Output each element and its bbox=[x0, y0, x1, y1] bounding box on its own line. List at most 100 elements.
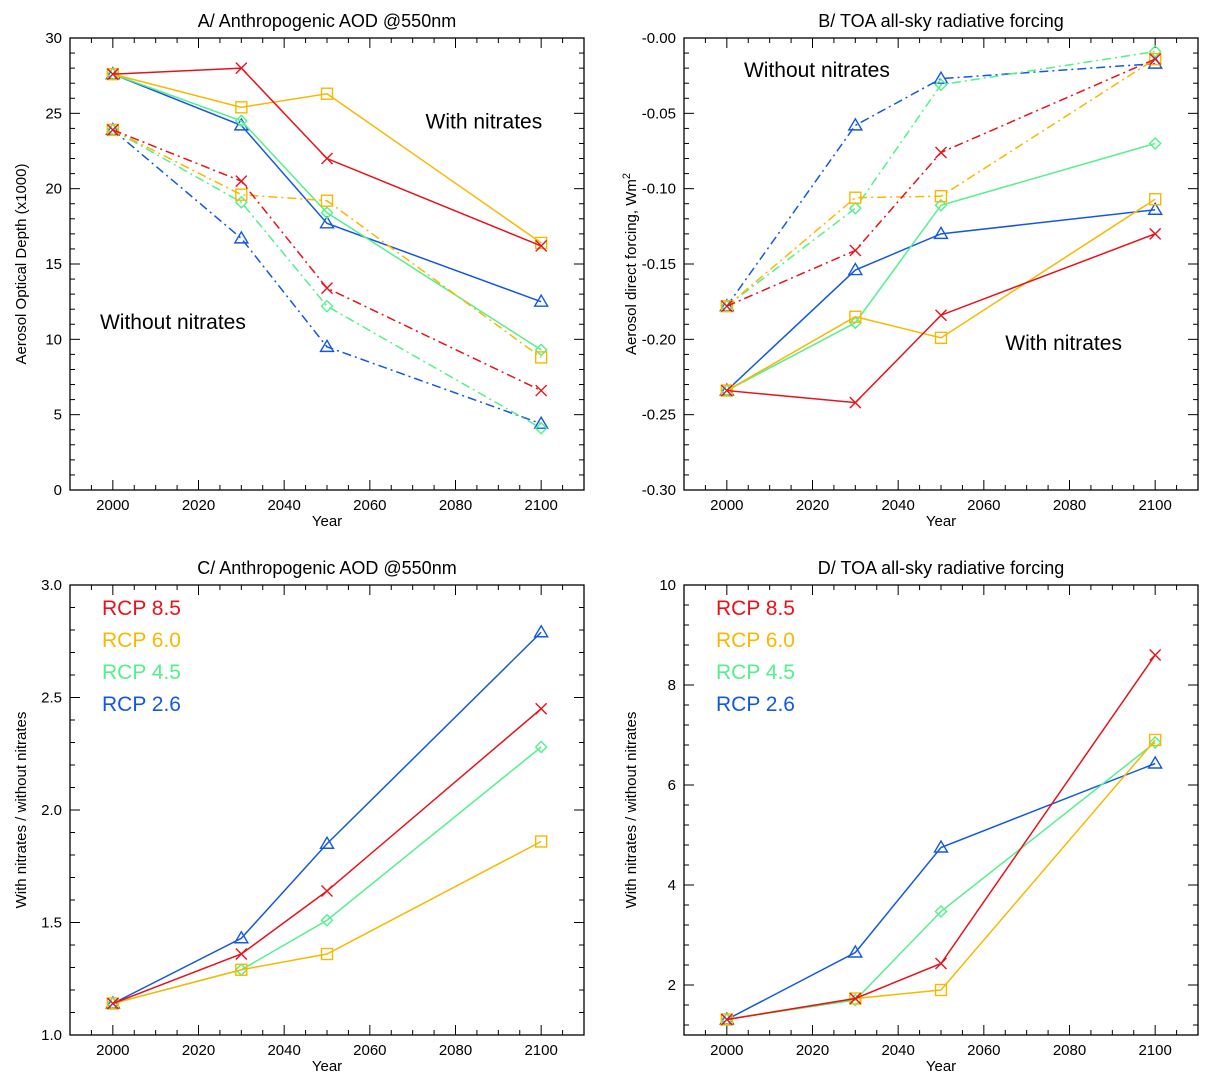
data-point-diamond-marker bbox=[1148, 136, 1162, 150]
series-rcp-8-5-with-nitrates bbox=[720, 227, 1162, 409]
y-axis-label: Aerosol direct forcing, Wm2 bbox=[621, 173, 640, 355]
data-point-triangle-marker bbox=[105, 66, 121, 80]
data-point-x-marker bbox=[720, 300, 733, 313]
data-point-x-marker bbox=[849, 396, 862, 409]
y-tick-label: 20 bbox=[45, 181, 62, 198]
y-tick-label: -0.00 bbox=[642, 30, 676, 47]
data-point-triangle-marker bbox=[847, 117, 864, 131]
x-tick-label: 2100 bbox=[1138, 1042, 1171, 1059]
data-point-triangle-marker bbox=[1147, 755, 1163, 769]
series-rcp-8-5-without-nitrates bbox=[720, 53, 1162, 313]
x-tick-label: 2040 bbox=[881, 1042, 914, 1059]
chart-panel-c: 2000 2020 2040 2060 2080 2100 1.0 1.5 2.0 2.5 3.0 C… bbox=[13, 558, 585, 1075]
data-point-square-marker bbox=[720, 1013, 734, 1026]
series-line-rcp-6-0-without-nitrates bbox=[726, 58, 1156, 307]
y-tick-label: 8 bbox=[668, 677, 676, 694]
series-rcp-2-6 bbox=[105, 624, 549, 1009]
series-rcp-2-6-without-nitrates bbox=[719, 55, 1163, 312]
data-point-diamond-marker bbox=[234, 114, 248, 128]
x-tick-label: 2080 bbox=[439, 1042, 472, 1059]
series-rcp-6-0 bbox=[106, 835, 548, 1010]
data-point-x-marker bbox=[235, 62, 248, 75]
x-tick-label: 2080 bbox=[1053, 497, 1086, 514]
y-tick-label: -0.20 bbox=[642, 331, 676, 348]
y-tick-label: 6 bbox=[668, 777, 676, 794]
series-rcp-8-5-without-nitrates bbox=[106, 123, 548, 397]
plot-frame bbox=[683, 584, 1199, 1036]
x-tick-label: 2020 bbox=[796, 497, 829, 514]
series-line-rcp-8-5-with-nitrates bbox=[726, 233, 1156, 404]
y-tick-label: 2.0 bbox=[41, 802, 62, 819]
data-point-square-marker bbox=[720, 299, 734, 313]
x-tick-label: 2060 bbox=[353, 1042, 386, 1059]
chart-panel-a: 2000 2020 2040 2060 2080 2100 0 5 10 15 20 25 30 A/ A… bbox=[13, 11, 585, 530]
series-line-rcp-2-6-without-nitrates bbox=[726, 62, 1156, 307]
series-line-rcp-2-6-with-nitrates bbox=[726, 209, 1156, 392]
series-rcp-8-5 bbox=[106, 702, 548, 1010]
series-line-rcp-2-6 bbox=[112, 631, 542, 1005]
series-line-rcp-8-5 bbox=[726, 654, 1156, 1021]
plot-frame bbox=[69, 584, 585, 1036]
y-tick-label: 2 bbox=[668, 977, 676, 994]
data-point-x-marker bbox=[106, 997, 119, 1010]
data-point-diamond-marker bbox=[934, 198, 948, 212]
series-line-rcp-6-0-with-nitrates bbox=[112, 73, 542, 244]
data-point-diamond-marker bbox=[934, 78, 948, 92]
series-rcp-8-5-with-nitrates bbox=[106, 62, 548, 252]
legend-entry-rcp-2-6: RCP 2.6 bbox=[716, 693, 795, 716]
plot-frame bbox=[683, 37, 1199, 491]
series-line-rcp-6-0 bbox=[726, 739, 1156, 1021]
x-tick-label: 2040 bbox=[267, 1042, 300, 1059]
series-line-rcp-4-5-with-nitrates bbox=[112, 73, 542, 351]
data-point-diamond-marker bbox=[848, 316, 862, 330]
data-point-x-marker bbox=[1149, 649, 1162, 661]
data-point-triangle-marker bbox=[233, 930, 250, 944]
series-rcp-2-6-with-nitrates bbox=[719, 201, 1163, 396]
data-point-x-marker bbox=[321, 282, 333, 295]
y-tick-label: 10 bbox=[659, 577, 676, 594]
series-line-rcp-2-6-with-nitrates bbox=[112, 73, 542, 303]
data-point-square-marker bbox=[320, 194, 334, 207]
x-tick-label: 2100 bbox=[524, 1042, 557, 1059]
series-rcp-6-0-with-nitrates bbox=[720, 193, 1162, 397]
data-point-diamond-marker bbox=[1148, 736, 1162, 749]
y-tick-label: 30 bbox=[45, 30, 62, 47]
panel-title: C/ Anthropogenic AOD @550nm bbox=[197, 558, 456, 578]
y-tick-label: -0.15 bbox=[642, 256, 676, 273]
data-point-triangle-marker bbox=[319, 338, 335, 353]
series-rcp-6-0-without-nitrates bbox=[106, 123, 548, 364]
data-point-x-marker bbox=[935, 309, 947, 322]
series-line-rcp-6-0 bbox=[112, 840, 542, 1005]
annotation-with-nitrates: With nitrates bbox=[426, 110, 543, 133]
data-point-x-marker bbox=[535, 239, 548, 252]
data-point-x-marker bbox=[235, 948, 248, 960]
data-point-x-marker bbox=[321, 885, 333, 897]
series-line-rcp-8-5 bbox=[112, 708, 542, 1005]
y-tick-label: -0.05 bbox=[642, 105, 676, 122]
data-point-diamond-marker bbox=[1148, 45, 1162, 59]
series-line-rcp-4-5-without-nitrates bbox=[726, 50, 1156, 307]
data-point-x-marker bbox=[935, 146, 947, 159]
data-point-triangle-marker bbox=[319, 835, 335, 849]
y-tick-label: -0.10 bbox=[642, 181, 676, 198]
series-line-rcp-4-5-without-nitrates bbox=[112, 129, 542, 429]
y-tick-label: 4 bbox=[668, 877, 676, 894]
legend-entry-rcp-8-5: RCP 8.5 bbox=[102, 597, 181, 620]
x-axis-label: Year bbox=[312, 1058, 342, 1075]
data-point-square-marker bbox=[934, 983, 948, 997]
x-tick-label: 2060 bbox=[967, 1042, 1000, 1059]
data-point-triangle-marker bbox=[533, 293, 549, 307]
x-tick-label: 2000 bbox=[710, 1042, 743, 1059]
x-tick-label: 2060 bbox=[967, 497, 1000, 514]
y-tick-label: 15 bbox=[45, 256, 62, 273]
data-point-triangle-marker bbox=[1147, 201, 1163, 215]
legend-entry-rcp-6-0: RCP 6.0 bbox=[716, 629, 795, 652]
y-tick-label: 1.0 bbox=[41, 1027, 62, 1044]
x-tick-label: 2040 bbox=[881, 497, 914, 514]
data-point-triangle-marker bbox=[933, 225, 949, 240]
series-rcp-4-5 bbox=[106, 740, 548, 1010]
series-line-rcp-8-5-without-nitrates bbox=[112, 129, 542, 392]
x-tick-label: 2000 bbox=[96, 497, 129, 514]
chart-panel-d: 2000 2020 2040 2060 2080 2100 2 4 6 8 10 D/ TOA all… bbox=[623, 558, 1199, 1075]
x-tick-label: 2000 bbox=[96, 1042, 129, 1059]
